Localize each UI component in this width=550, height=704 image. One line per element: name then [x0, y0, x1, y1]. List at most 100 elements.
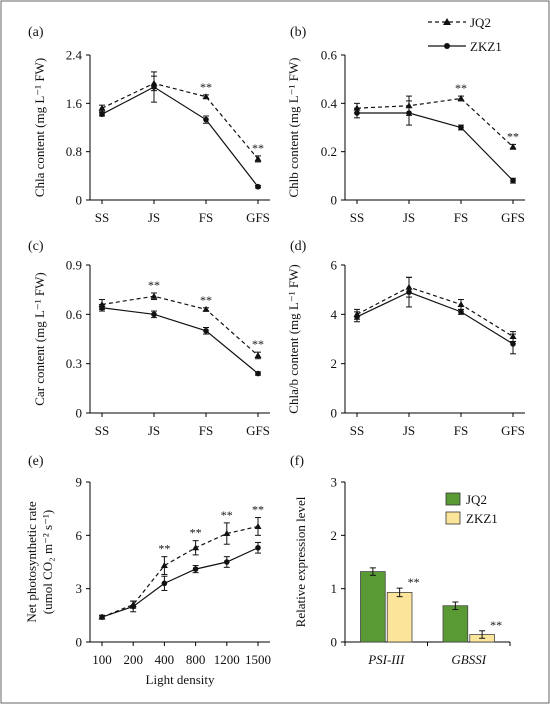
series-line-jq2: [101, 295, 259, 356]
series-line-zkz1: [101, 547, 259, 618]
x-tick-label: SS: [95, 423, 109, 438]
data-point-jq2: [509, 143, 517, 150]
x-tick-label: GFS: [501, 423, 525, 438]
data-point-zkz1: [151, 84, 157, 90]
panel-6: (f) 0 1 2 3 PSI-III GBSSI Relative expression l…: [290, 454, 511, 667]
data-point-jq2: [160, 562, 168, 569]
x-tick-label: 100: [92, 652, 112, 667]
data-point-jq2: [254, 522, 262, 529]
legend-bottom: JQ2 ZKZ1: [445, 492, 498, 526]
legend-bar-zkz1-swatch: [445, 511, 461, 525]
y-axis-label-units: (umol CO₂ m⁻² s⁻¹): [40, 510, 55, 614]
data-point-zkz1: [99, 614, 105, 620]
panel-1: (a) 0 0.8 1.6 2.4 SS JS FS GFS Chla content (mg L…: [28, 25, 270, 225]
y-tick-label: 0.3: [66, 356, 82, 371]
panel-label: (d): [290, 239, 307, 254]
y-axis-label: Chla content (mg L⁻¹ FW): [32, 58, 47, 197]
y-tick-label: 0: [76, 193, 83, 208]
y-tick-label: 0: [76, 635, 83, 650]
legend-bar-zkz1-label: ZKZ1: [466, 511, 498, 526]
y-tick-label: 0.2: [321, 144, 337, 159]
y-tick-label: 6: [331, 258, 338, 273]
y-tick-label: 1.6: [66, 96, 83, 111]
bar-jq2: [360, 571, 386, 643]
data-point-zkz1: [151, 311, 157, 318]
y-tick-label: 0: [76, 406, 83, 421]
data-point-zkz1: [510, 177, 516, 184]
y-tick-label: 0.6: [321, 48, 338, 63]
legend-bar-item-zkz1: ZKZ1: [445, 511, 498, 526]
data-point-jq2: [254, 155, 262, 162]
significance-mark: **: [200, 293, 212, 307]
y-tick-label: 6: [76, 528, 83, 543]
panel-3: (c) 0 0.3 0.6 0.9 SS JS FS GFS Car content (mg L⁻…: [28, 239, 270, 438]
y-tick-label: 4: [331, 307, 338, 322]
data-point-zkz1: [203, 327, 209, 334]
x-axis-label: Light density: [146, 672, 215, 687]
series-line-zkz1: [101, 86, 259, 188]
x-tick-label: SS: [350, 210, 364, 225]
y-axis-label: Net photosynthetic rate: [24, 501, 39, 623]
x-tick-label: FS: [454, 210, 468, 225]
significance-mark: **: [455, 81, 467, 95]
data-point-zkz1: [458, 124, 464, 131]
series-line-zkz1: [357, 112, 514, 182]
panel-label: (b): [290, 25, 307, 40]
significance-mark: **: [507, 129, 519, 143]
data-point-zkz1: [406, 289, 412, 295]
data-point-zkz1: [458, 309, 464, 315]
legend-zkz1-label: ZKZ1: [470, 39, 502, 54]
legend-zkz1-marker: [444, 43, 450, 49]
significance-mark: **: [221, 508, 233, 522]
legend-item-zkz1: ZKZ1: [428, 39, 502, 54]
y-tick-label: 2: [331, 528, 338, 543]
x-tick-label: 800: [186, 652, 206, 667]
panel-2: (b) 0 0.2 0.4 0.6 SS JS FS GFS Chlb content (mg L…: [286, 25, 525, 225]
data-point-zkz1: [99, 111, 105, 118]
data-point-jq2: [223, 530, 231, 537]
data-point-zkz1: [224, 559, 230, 565]
x-tick-label: GFS: [246, 210, 270, 225]
y-tick-label: 2: [331, 356, 338, 371]
panel-5: (e) 0 3 6 9 100 200 400 800 1200 1500 Net photosynt…: [24, 454, 271, 687]
y-tick-label: 1: [331, 581, 338, 596]
x-tick-label: FS: [199, 423, 213, 438]
x-tick-label: FS: [454, 423, 468, 438]
data-point-zkz1: [192, 566, 199, 572]
y-axis-label: Relative expression level: [293, 496, 308, 627]
y-tick-label: 2.4: [66, 48, 83, 63]
data-point-jq2: [98, 104, 106, 111]
bar-jq2: [442, 605, 469, 643]
x-tick-label: JS: [403, 210, 415, 225]
x-tick-label: 1500: [245, 652, 271, 667]
series-line-jq2: [101, 82, 259, 160]
data-point-zkz1: [510, 341, 516, 347]
data-point-zkz1: [99, 304, 105, 311]
data-point-zkz1: [354, 110, 360, 116]
y-tick-label: 0.4: [321, 96, 338, 111]
y-axis-label: Car content (mg L⁻¹ FW): [32, 272, 47, 406]
bar-zkz1: [386, 592, 413, 643]
legend-item-jq2: JQ2: [428, 15, 491, 30]
significance-mark: **: [158, 542, 170, 556]
x-tick-label: GBSSI: [451, 652, 486, 667]
x-tick-label: GFS: [501, 210, 525, 225]
legend-jq2-label: JQ2: [470, 15, 491, 30]
y-tick-label: 0: [331, 406, 338, 421]
x-tick-label: GFS: [246, 423, 270, 438]
series-line-jq2: [356, 286, 514, 338]
data-point-jq2: [150, 292, 158, 299]
x-tick-label: JS: [148, 423, 160, 438]
y-tick-label: 0.6: [66, 307, 83, 322]
legend-bar-item-jq2: JQ2: [445, 492, 487, 507]
legend-top: JQ2 ZKZ1: [428, 15, 502, 54]
significance-mark: **: [490, 618, 502, 632]
significance-mark: **: [148, 278, 160, 292]
panel-label: (e): [28, 454, 44, 469]
series-line-jq2: [356, 97, 514, 148]
legend-bar-jq2-label: JQ2: [466, 492, 487, 507]
data-point-zkz1: [161, 580, 168, 587]
panel-label: (f): [290, 454, 304, 469]
significance-mark: **: [200, 80, 212, 94]
